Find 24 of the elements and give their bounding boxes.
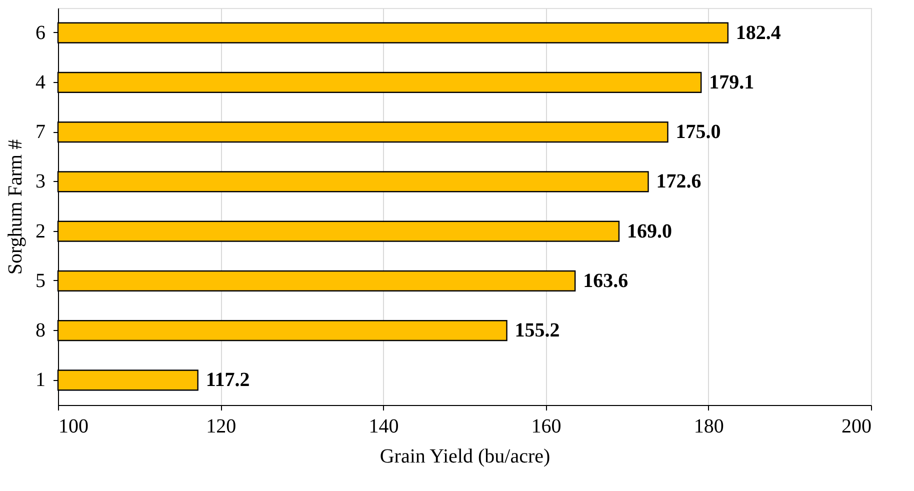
data-label: 163.6	[583, 270, 628, 292]
y-tick-label: 5	[36, 270, 46, 292]
y-tick-label: 2	[36, 220, 46, 242]
y-tick-label: 8	[36, 320, 46, 342]
x-tick-label: 120	[206, 416, 236, 438]
data-label: 175.0	[676, 121, 721, 144]
x-tick-label: 180	[694, 416, 724, 438]
data-label: 182.4	[736, 22, 781, 44]
y-axis-title: Sorghum Farm #	[4, 139, 26, 275]
y-tick-label: 1	[36, 369, 46, 392]
data-label: 179.1	[709, 71, 754, 94]
y-tick-label: 3	[36, 170, 46, 193]
x-tick-label: 200	[842, 416, 872, 438]
data-label: 117.2	[206, 369, 250, 392]
x-tick-label: 160	[531, 416, 562, 438]
x-axis-title: Grain Yield (bu/acre)	[380, 446, 550, 468]
data-label: 169.0	[626, 220, 672, 242]
y-tick-label: 6	[36, 22, 46, 44]
x-tick-label: 140	[368, 416, 399, 438]
x-tick-label: 100	[58, 416, 88, 438]
y-tick-label: 7	[36, 121, 46, 144]
y-tick-label: 4	[36, 71, 46, 94]
data-label: 172.6	[656, 170, 702, 193]
data-label: 155.2	[514, 320, 560, 342]
